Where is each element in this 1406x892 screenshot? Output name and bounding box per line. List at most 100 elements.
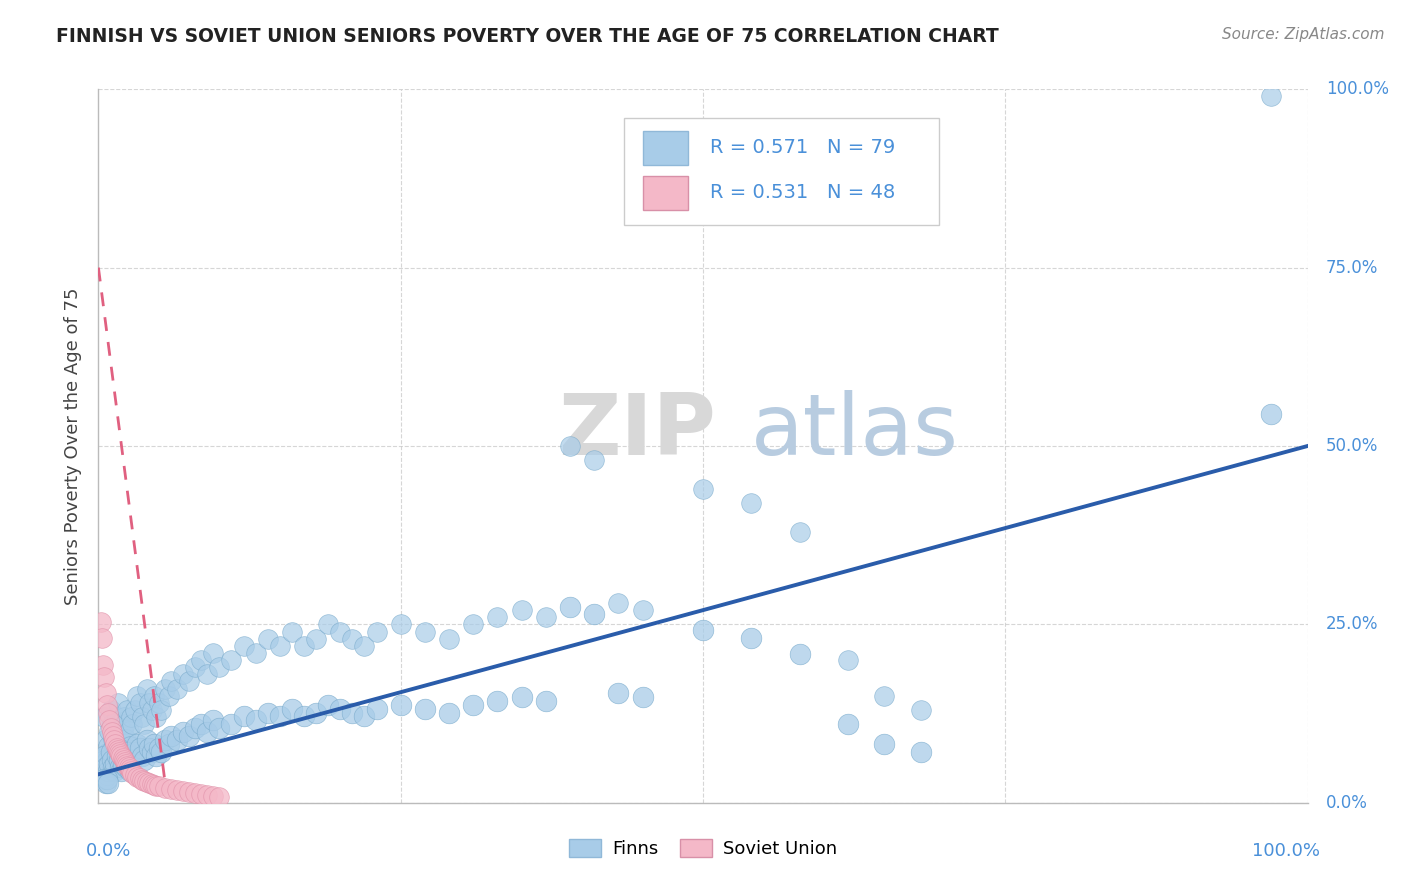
Text: ZIP: ZIP: [558, 390, 716, 474]
Point: [837, 653, 859, 667]
Point: [124, 703, 146, 717]
Text: R = 0.531   N = 48: R = 0.531 N = 48: [710, 183, 896, 202]
Point: [342, 632, 364, 646]
Point: [110, 739, 132, 753]
Point: [115, 731, 138, 746]
Point: [190, 653, 212, 667]
Point: [94, 760, 117, 774]
Text: 25.0%: 25.0%: [1326, 615, 1378, 633]
Point: [910, 703, 932, 717]
Point: [195, 667, 218, 681]
Point: [281, 624, 304, 639]
Point: [145, 710, 167, 724]
Point: [108, 706, 131, 721]
FancyBboxPatch shape: [643, 176, 689, 210]
Point: [269, 639, 291, 653]
Point: [166, 772, 188, 787]
Point: [118, 724, 141, 739]
Point: [138, 760, 160, 774]
Point: [101, 731, 124, 746]
Point: [166, 681, 188, 696]
Point: [121, 717, 143, 731]
Point: [837, 653, 859, 667]
Point: [172, 667, 194, 681]
Point: [118, 735, 141, 749]
Point: [111, 724, 134, 739]
Point: [135, 681, 157, 696]
Point: [166, 681, 188, 696]
Point: [631, 603, 654, 617]
Point: [108, 731, 131, 746]
Point: [128, 696, 150, 710]
Point: [157, 689, 180, 703]
Point: [179, 776, 201, 790]
Point: [120, 710, 142, 724]
Point: [143, 763, 166, 777]
Point: [305, 632, 328, 646]
Y-axis label: Seniors Poverty Over the Age of 75: Seniors Poverty Over the Age of 75: [63, 287, 82, 605]
Text: Source: ZipAtlas.com: Source: ZipAtlas.com: [1222, 27, 1385, 42]
Point: [245, 646, 267, 660]
Point: [157, 689, 180, 703]
Point: [128, 696, 150, 710]
Point: [138, 696, 160, 710]
Point: [93, 567, 115, 582]
Point: [135, 681, 157, 696]
Point: [96, 617, 118, 632]
Point: [105, 696, 128, 710]
Point: [93, 710, 115, 724]
Point: [150, 703, 173, 717]
Point: [104, 724, 127, 739]
Point: [101, 674, 124, 689]
Point: [221, 653, 243, 667]
Point: [184, 778, 207, 792]
Point: [740, 496, 762, 510]
Point: [103, 739, 125, 753]
Point: [160, 771, 183, 785]
Point: [366, 624, 388, 639]
Point: [93, 753, 115, 767]
Point: [96, 746, 118, 760]
Point: [510, 603, 533, 617]
Point: [111, 724, 134, 739]
Point: [160, 674, 183, 689]
Point: [342, 632, 364, 646]
Point: [138, 696, 160, 710]
Point: [1260, 89, 1282, 103]
Point: [256, 632, 278, 646]
Point: [486, 610, 509, 624]
Point: [94, 760, 117, 774]
Point: [124, 703, 146, 717]
Text: 0.0%: 0.0%: [1326, 794, 1368, 812]
Point: [105, 710, 128, 724]
Point: [316, 617, 339, 632]
Point: [510, 603, 533, 617]
Point: [103, 681, 125, 696]
Point: [117, 728, 139, 742]
Point: [353, 639, 375, 653]
Point: [910, 703, 932, 717]
Point: [534, 610, 557, 624]
Point: [305, 632, 328, 646]
Point: [292, 639, 315, 653]
Point: [115, 731, 138, 746]
Point: [153, 681, 176, 696]
Point: [873, 689, 896, 703]
Point: [107, 696, 129, 710]
Point: [160, 674, 183, 689]
Point: [108, 717, 131, 731]
FancyBboxPatch shape: [624, 118, 939, 225]
Point: [281, 624, 304, 639]
Point: [112, 717, 135, 731]
Point: [437, 632, 460, 646]
Legend: Finns, Soviet Union: Finns, Soviet Union: [561, 831, 845, 865]
Point: [115, 724, 138, 739]
Point: [190, 780, 212, 794]
Point: [135, 758, 157, 772]
Point: [108, 717, 131, 731]
Point: [179, 674, 201, 689]
Point: [100, 660, 122, 674]
Point: [131, 710, 153, 724]
Point: [98, 724, 121, 739]
Point: [100, 703, 122, 717]
